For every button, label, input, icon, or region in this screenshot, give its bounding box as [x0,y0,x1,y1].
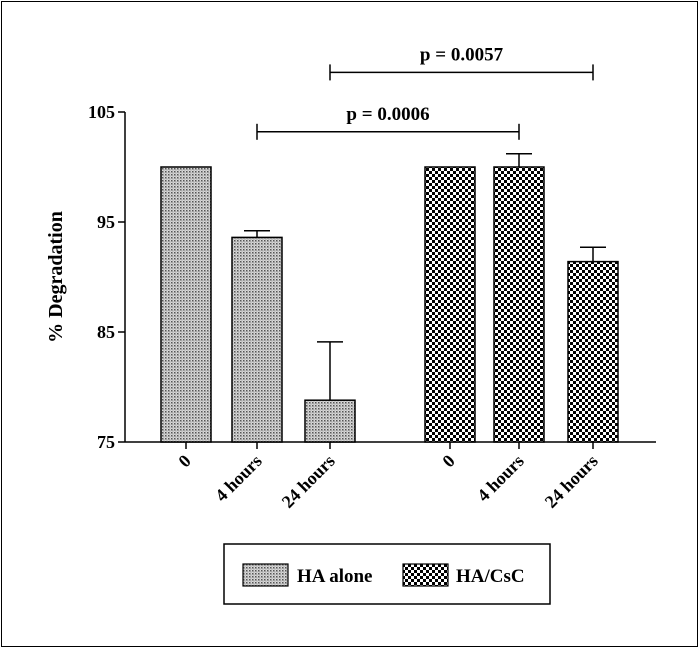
x-tick-label: 4 hours [473,451,528,506]
bar [160,166,212,443]
p-value-label: p = 0.0057 [420,44,504,65]
x-tick-label: 0 [438,451,459,472]
p-value-label: p = 0.0006 [346,104,429,125]
legend-label: HA/CsC [456,566,525,587]
error-bars [244,153,606,401]
y-tick-label: 75 [97,432,115,452]
bar [304,399,356,443]
legend-swatch [402,563,449,587]
legend: HA alone HA/CsC [223,543,551,605]
legend-label: HA alone [297,566,372,587]
bar [424,166,476,443]
bars [160,166,619,443]
bar [567,260,619,443]
y-tick-label: 95 [97,212,115,232]
bar [493,166,545,443]
x-tick-label: 24 hours [278,451,339,512]
significance-annotations: p = 0.0006 p = 0.0057 [256,44,594,140]
bar [231,236,283,443]
x-tick-label: 24 hours [541,451,602,512]
y-tick-label: 105 [88,102,115,122]
legend-swatch [242,563,289,587]
x-tick-label: 4 hours [211,451,266,506]
y-tick-label: 85 [97,322,115,342]
y-axis-label: % Degradation [45,211,67,343]
x-tick-label: 0 [174,451,195,472]
